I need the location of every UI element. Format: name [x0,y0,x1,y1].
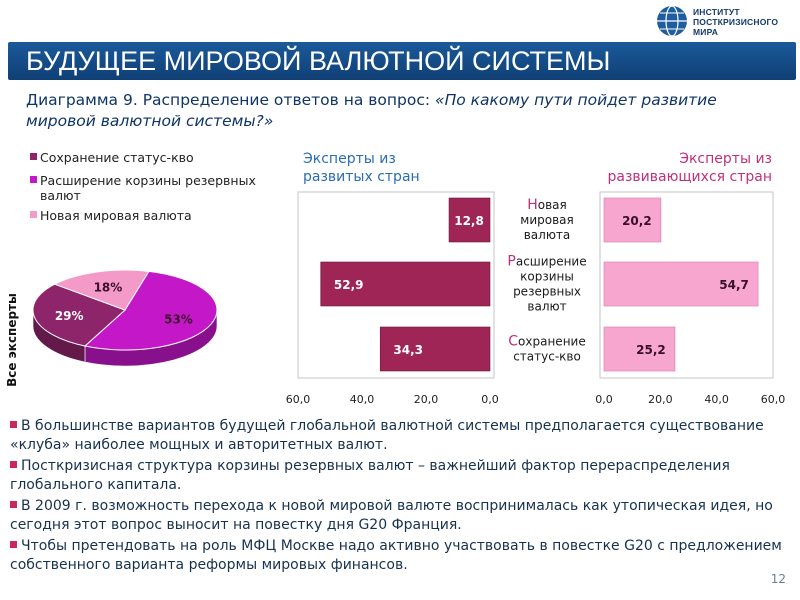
caption-prefix: Диаграмма 9. Распределение ответов на во… [26,91,435,109]
developed-tick-label: 0,0 [481,393,499,406]
developed-bar-value: 12,8 [454,214,484,228]
pie-axis-label: Все эксперты [5,293,19,387]
category-label: Новая [527,197,567,213]
bullet-list: В большинстве вариантов будущей глобальн… [10,417,790,577]
legend-swatch [30,211,37,218]
charts-area: 53% 29% 18% Все эксперты Сохранение статус-к… [5,150,786,406]
legend-swatch [30,176,37,183]
bullet-text: В большинстве вариантов будущей глобальн… [10,418,764,453]
developing-bar-value: 20,2 [622,214,652,228]
developing-tick-label: 60,0 [761,393,786,406]
developing-title: развивающихся стран [608,169,773,185]
bullet-item: Чтобы претендовать на роль МФЦ Москве на… [10,537,790,575]
category-label: корзины [520,270,574,284]
developed-title: Эксперты из [303,151,396,167]
bullet-square-icon [10,501,17,508]
bullet-text: В 2009 г. возможность перехода к новой м… [10,498,773,533]
legend-label: Новая мировая валюта [40,208,192,223]
developing-bar-value: 25,2 [636,343,666,357]
developed-bar-value: 34,3 [393,343,423,357]
institute-logo: ИНСТИТУТ ПОСТКРИЗИСНОГО МИРА [655,4,795,40]
developed-bar [320,261,491,307]
developed-tick-label: 40,0 [350,393,375,406]
developed-bar [379,326,491,372]
logo-text: ИНСТИТУТ ПОСТКРИЗИСНОГО МИРА [693,7,778,37]
developed-bar [448,197,491,243]
pie-slice [53,269,150,311]
logo-line-3: МИРА [693,27,719,37]
pie-value-label: 53% [164,313,193,327]
caption-question: «По какому пути пойдет развитие мировой … [26,91,717,130]
developed-bar-value: 52,9 [334,278,364,292]
legend-label: Расширение корзины резервных [40,173,256,188]
logo-line-1: ИНСТИТУТ [693,7,740,17]
legend-swatch [30,153,37,160]
logo-line-2: ПОСТКРИЗИСНОГО [693,17,779,27]
developing-tick-label: 40,0 [704,393,729,406]
developing-bar [603,261,759,307]
category-label: Сохранение [508,334,585,350]
globe-icon [657,5,687,37]
category-label: мировая [520,213,573,227]
category-label: валют [527,300,566,314]
bullet-square-icon [10,541,17,548]
developing-bar [603,326,676,372]
legend-label: Сохранение статус-кво [40,150,194,165]
developed-title: развитых стран [303,169,420,185]
bullet-text: Чтобы претендовать на роль МФЦ Москве на… [10,538,782,573]
title-banner: БУДУЩЕЕ МИРОВОЙ ВАЛЮТНОЙ СИСТЕМЫ [8,42,796,80]
bullet-square-icon [10,461,17,468]
pie-value-label: 29% [55,309,84,323]
developing-tick-label: 0,0 [595,393,613,406]
pie-value-label: 18% [94,280,123,294]
bullet-item: В 2009 г. возможность перехода к новой м… [10,497,790,535]
page-number: 12 [770,572,786,586]
pie-slice [32,283,126,347]
category-label: резервных [513,285,581,299]
developed-tick-label: 60,0 [286,393,311,406]
page-title: БУДУЩЕЕ МИРОВОЙ ВАЛЮТНОЙ СИСТЕМЫ [26,46,611,76]
pie-slice [83,270,218,351]
category-label: валюта [524,228,571,242]
legend-label: валют [40,188,81,203]
bullet-item: В большинстве вариантов будущей глобальн… [10,417,790,455]
developing-title: Эксперты из [679,151,772,167]
developing-bar-value: 54,7 [719,278,749,292]
bullet-item: Посткризисная структура корзины резервны… [10,457,790,495]
developing-bar [603,197,662,243]
category-label: Расширение [507,254,586,270]
chart-caption: Диаграмма 9. Распределение ответов на во… [26,90,786,132]
developed-tick-label: 20,0 [414,393,439,406]
bullet-square-icon [10,421,17,428]
category-label: статус-кво [513,350,581,364]
bullet-text: Посткризисная структура корзины резервны… [10,458,730,493]
developing-tick-label: 20,0 [648,393,673,406]
